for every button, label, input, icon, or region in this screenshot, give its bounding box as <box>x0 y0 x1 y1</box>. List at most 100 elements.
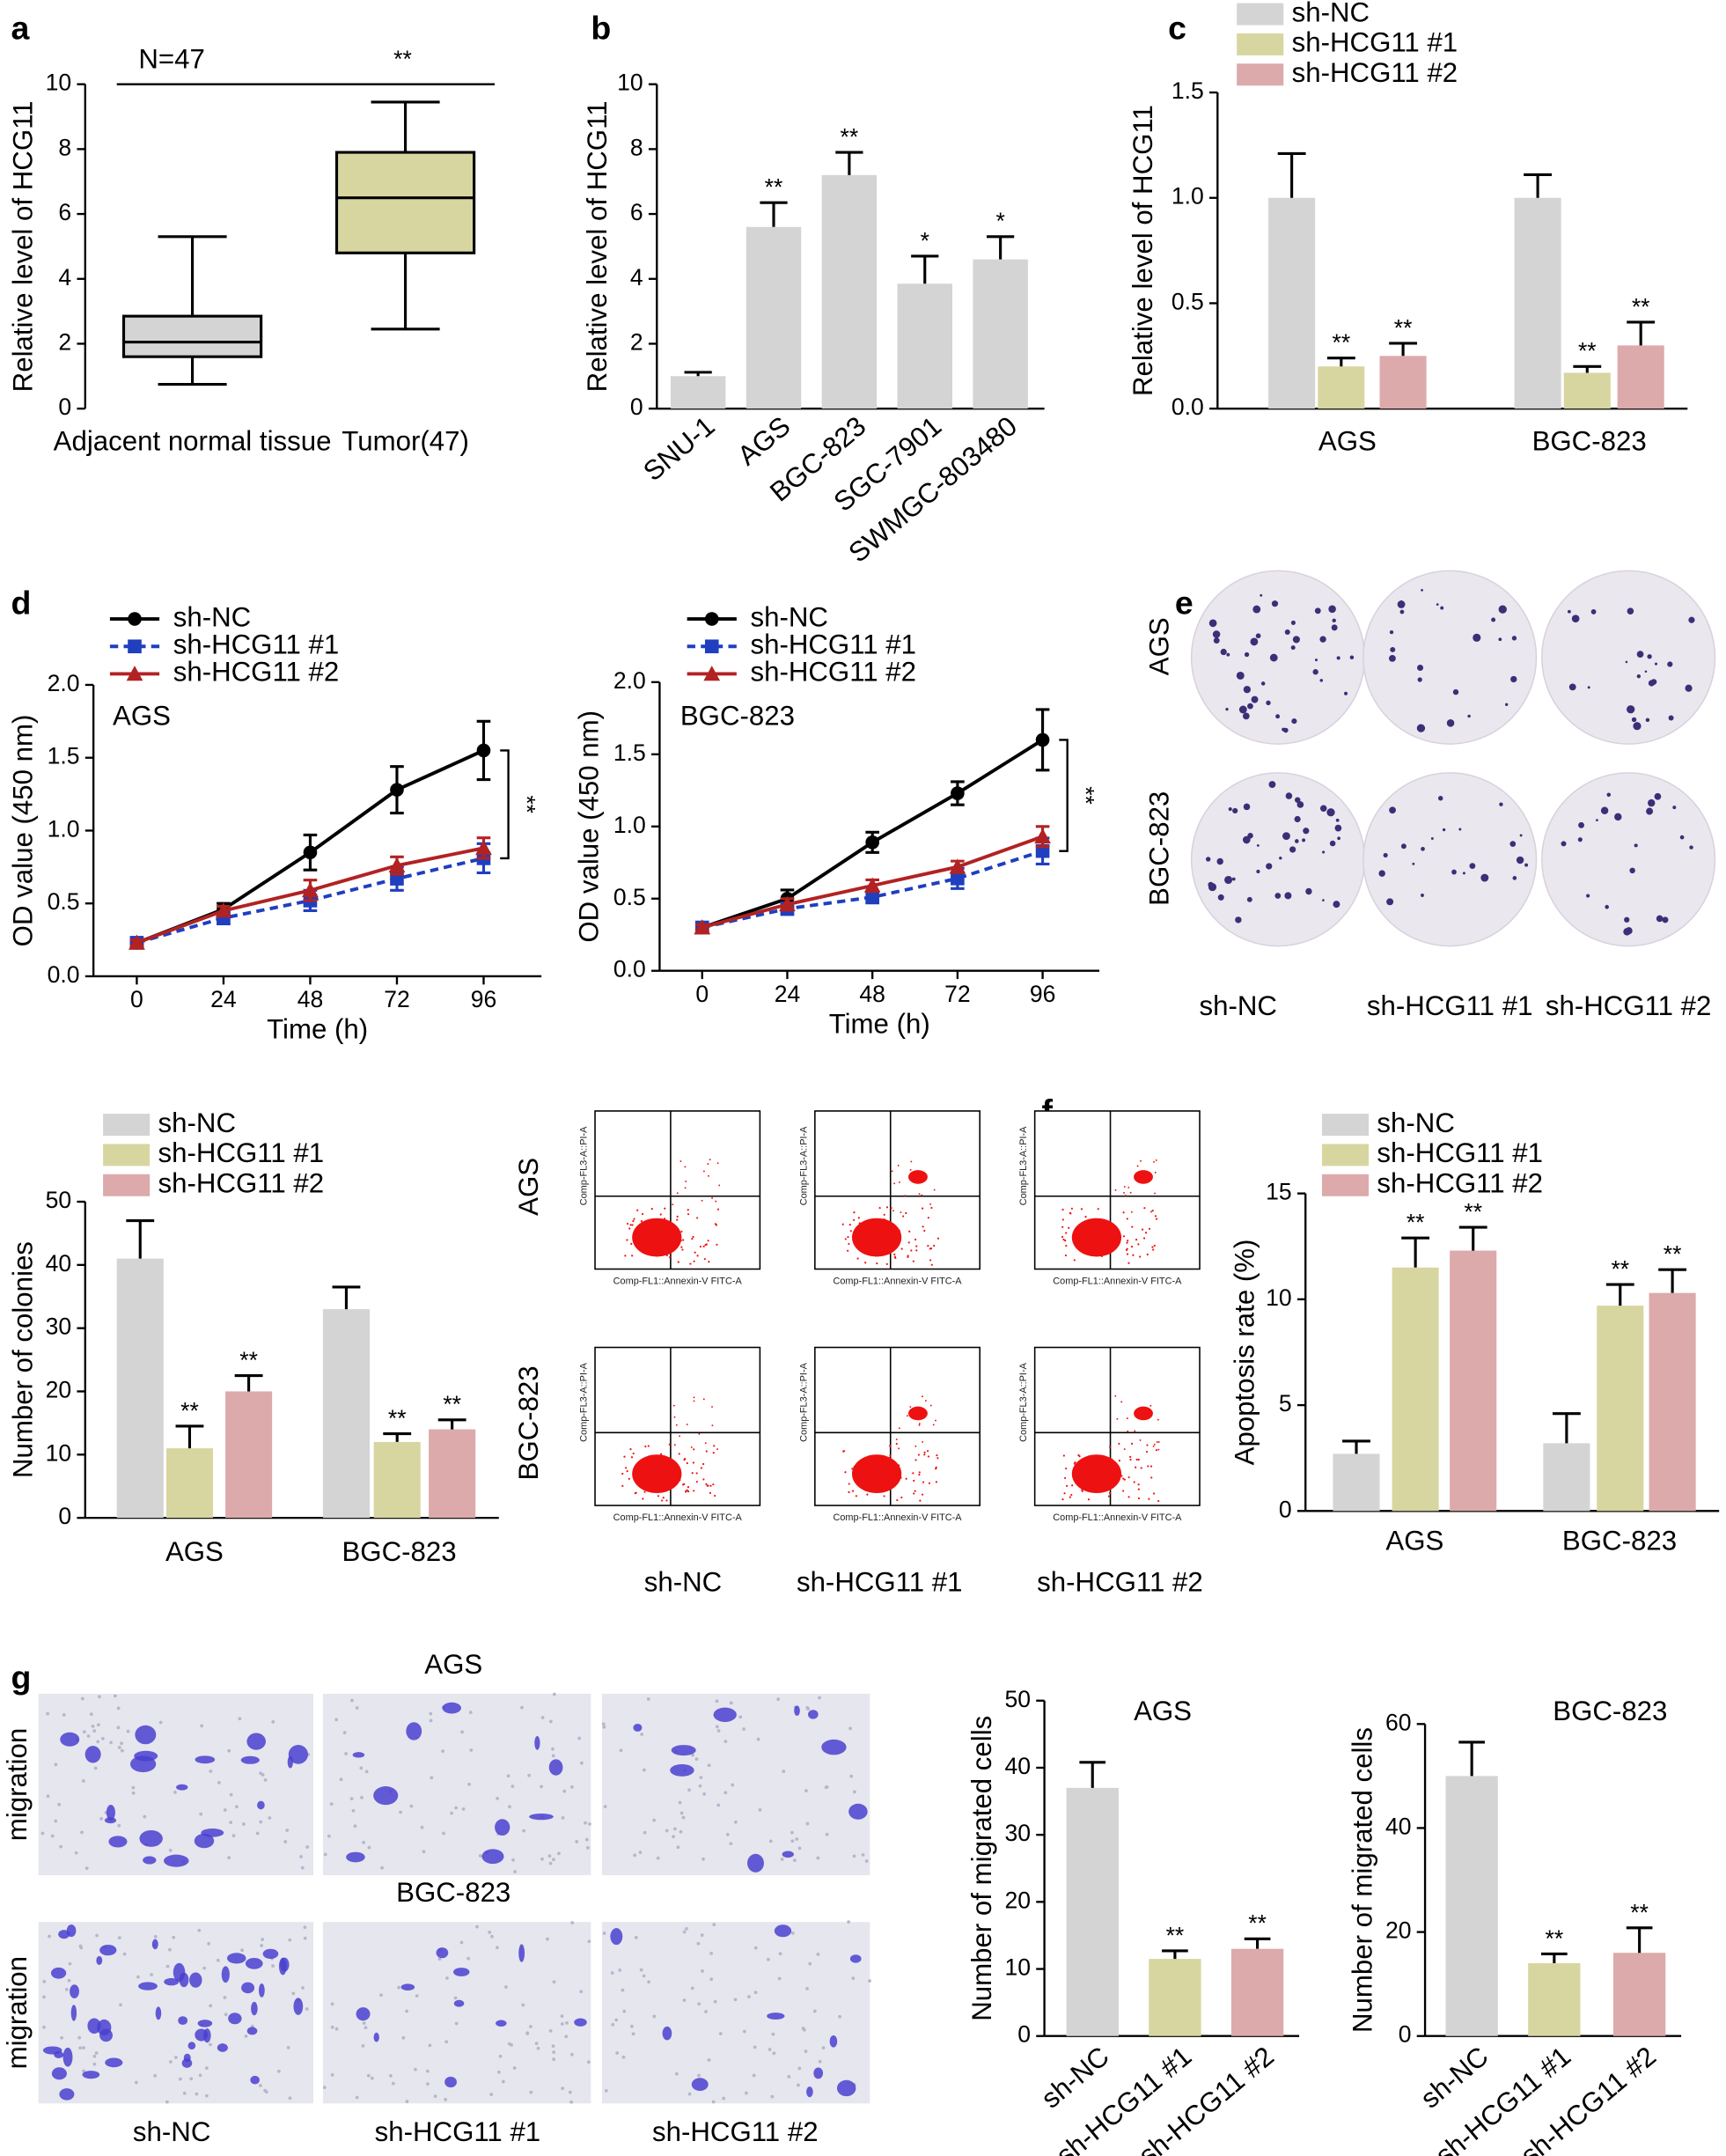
y-tick-label: 40 <box>1004 1753 1031 1779</box>
pore <box>80 1696 84 1701</box>
event <box>1122 1211 1125 1214</box>
colony <box>1656 915 1664 923</box>
pore <box>512 2066 517 2070</box>
event <box>712 1483 715 1486</box>
event <box>1157 1418 1159 1421</box>
event <box>690 1446 693 1448</box>
event <box>1114 1241 1117 1244</box>
colony <box>1400 843 1407 850</box>
pore <box>756 1737 760 1741</box>
pore <box>489 2093 494 2097</box>
whisker <box>158 235 227 386</box>
event <box>699 1245 702 1248</box>
event <box>1111 1240 1113 1243</box>
bracket <box>500 749 510 860</box>
event <box>878 1454 881 1457</box>
event <box>1064 1254 1068 1257</box>
pore <box>478 1854 482 1858</box>
event <box>900 1496 903 1499</box>
pore <box>263 2088 268 2093</box>
y-tick-label: 10 <box>1266 1284 1292 1311</box>
colony-plate <box>1190 772 1366 947</box>
event <box>900 1247 903 1250</box>
colony <box>1417 664 1424 672</box>
event <box>1095 1489 1098 1492</box>
colony <box>1417 677 1422 682</box>
legend-swatch <box>1321 1144 1370 1166</box>
y-tick-label: 30 <box>1004 1820 1031 1846</box>
cell <box>848 1803 868 1820</box>
event <box>632 1452 635 1455</box>
pore <box>355 2095 359 2100</box>
event <box>1099 1250 1102 1253</box>
pore <box>92 2062 97 2066</box>
legend-swatch <box>1237 3 1284 26</box>
event <box>662 1497 665 1499</box>
event <box>881 1457 885 1460</box>
colony <box>1436 603 1439 606</box>
event <box>1120 1401 1123 1403</box>
pore <box>327 1834 331 1838</box>
event <box>685 1180 687 1182</box>
event <box>936 1457 939 1460</box>
event <box>1137 1243 1140 1246</box>
event <box>936 1453 938 1457</box>
cell <box>176 1784 188 1791</box>
event <box>714 1494 716 1497</box>
bar <box>429 1429 476 1519</box>
pore <box>614 2018 619 2022</box>
pore <box>437 1957 442 1961</box>
column-label: sh-HCG11 #2 <box>652 2116 819 2147</box>
colony <box>1256 843 1260 847</box>
x-tick-label: Tumor(47) <box>342 425 469 456</box>
event <box>922 1225 924 1228</box>
y-tick-label: 2 <box>630 328 643 355</box>
pore <box>700 1933 704 1938</box>
y-tick-label: 50 <box>1004 1686 1031 1712</box>
pore <box>209 2042 212 2047</box>
colony <box>1243 686 1252 694</box>
legend-label: sh-NC <box>1377 1107 1454 1138</box>
event <box>659 1213 662 1216</box>
panel-label: c <box>1168 10 1186 47</box>
pore <box>78 2046 82 2050</box>
event <box>879 1230 882 1233</box>
pore <box>701 1968 704 1973</box>
cell <box>241 1982 255 1994</box>
event <box>1135 1466 1137 1468</box>
pore <box>425 2069 430 2073</box>
event-cloud <box>908 1170 928 1184</box>
event <box>889 1454 892 1457</box>
micrograph <box>601 1693 870 1876</box>
pore <box>131 1791 136 1795</box>
pore <box>702 1792 707 1796</box>
colony <box>1243 803 1251 811</box>
pore <box>584 1837 589 1842</box>
event <box>682 1483 685 1486</box>
pore <box>551 1754 555 1758</box>
pore <box>715 1699 719 1703</box>
event <box>885 1468 889 1471</box>
cell <box>406 1722 422 1740</box>
pore <box>501 2079 505 2084</box>
cell <box>794 1705 800 1717</box>
colony <box>1561 841 1567 847</box>
event <box>675 1424 678 1426</box>
colony <box>1421 589 1423 592</box>
pore <box>202 1966 207 1970</box>
colony <box>1636 651 1644 659</box>
pore <box>813 2009 817 2013</box>
event <box>693 1396 695 1399</box>
event <box>715 1200 717 1203</box>
y-tick-label: 40 <box>1385 1813 1412 1839</box>
pore <box>557 1851 561 1856</box>
event <box>851 1468 854 1470</box>
axis-label: Comp-FL3-A::PI-A <box>798 1362 809 1441</box>
event <box>718 1184 721 1187</box>
pore <box>506 1774 510 1778</box>
pore <box>697 2002 701 2006</box>
event <box>702 1245 705 1247</box>
event <box>696 1255 699 1257</box>
pore <box>570 1921 575 1924</box>
pore <box>344 1752 348 1755</box>
